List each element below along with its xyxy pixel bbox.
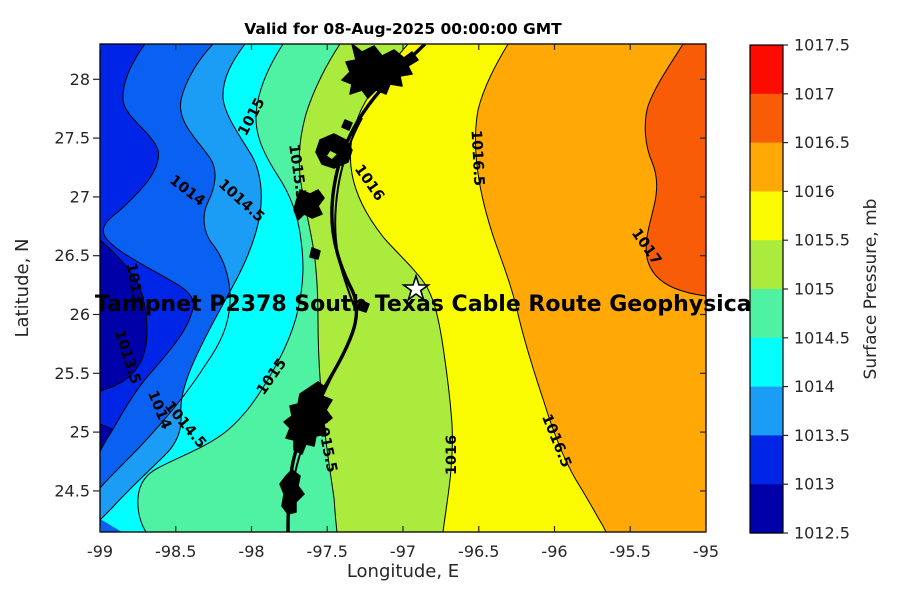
colorbar-ticks [783,44,788,534]
coast-islet-2 [309,247,321,260]
x-tick-label: -96 [541,542,567,561]
contour-inline-label: 1015.5 [285,143,309,201]
x-tick-label: -97 [390,542,416,561]
colorbar-band [750,191,783,241]
contour-band-below-1013 [100,239,148,392]
coast-islet-3 [356,299,370,313]
bay-blob-matagorda [341,44,419,99]
y-axis-label: Latitude, N [12,239,33,338]
contour-line-1013.5 [100,44,194,453]
colorbar-tick-label: 1013 [794,475,835,494]
x-tick-label: -96.5 [458,542,499,561]
x-tick-label: -98 [238,542,264,561]
colorbar-band [750,240,783,290]
lagoon-blob-laguna-madre [283,381,333,455]
y-tick-label: 25.5 [54,364,90,383]
colorbar-band [750,386,783,436]
coast-islet-1 [341,119,353,131]
contour-line-1015 [137,44,304,532]
colorbar-label: Surface Pressure, mb [861,199,881,380]
colorbar-tick-label: 1014.5 [794,328,850,347]
y-tick-label: 24.5 [54,481,90,500]
contour-line-1017 [644,44,706,297]
colorbar-tick-label: 1015.5 [794,231,850,250]
y-tick-label: 26 [70,305,90,324]
colorbar [750,45,783,534]
y-tick-label: 28 [70,70,90,89]
colorbar-tick-label: 1012.5 [794,524,850,543]
bays-and-lagoons [279,44,419,515]
colorbar-band [750,337,783,388]
y-tick-label: 26.5 [54,246,90,265]
contour-inline-label: 1016.5 [468,130,487,187]
contour-line-1015.5 [298,44,341,532]
y-tick-label: 27.5 [54,129,90,148]
y-tick-label: 27 [70,187,90,206]
coastline [279,44,427,532]
plot-title: Valid for 08-Aug-2025 00:00:00 GMT [244,20,562,38]
x-tick-label: -95 [693,542,719,561]
x-tick-label: -99 [87,542,113,561]
map-annotation: Tampnet P2378 South Texas Cable Route Ge… [95,292,759,317]
star-marker [401,273,431,302]
colorbar-tick-label: 1016 [794,182,835,201]
colorbar-tick-label: 1015 [794,280,835,299]
colorbar-tick-label: 1013.5 [794,426,850,445]
contour-inline-label: 1013 [123,262,146,305]
bay-blob-corpus-christi [315,133,353,169]
x-axis-label: Longitude, E [347,561,459,582]
x-tick-label: -97.5 [307,542,348,561]
colorbar-tick-label: 1017 [794,84,835,103]
colorbar-band [750,484,783,534]
colorbar-band [750,142,783,192]
contour-line-1014 [100,44,231,489]
y-tick-label: 25 [70,423,90,442]
contour-band-1016.5-1017 [475,44,706,532]
axis-tick-labels: -99 -98.5 -98 -97.5 -97 -96.5 -96 -95.5 -95 28 27.… [54,70,719,561]
contour-band-corner-sw [100,519,122,532]
colorbar-tick-label: 1016.5 [794,133,850,152]
colorbar-band [750,435,783,485]
x-tick-label: -95.5 [610,542,651,561]
colorbar-tick-label: 1017.5 [794,36,850,55]
x-tick-label: -98.5 [155,542,196,561]
lagoon-blob-south [279,469,305,515]
colorbar-band [750,45,783,95]
contour-band-1017-1017.5 [645,44,706,296]
colorbar-tick-label: 1014 [794,377,835,396]
contour-line-1014.5 [100,44,262,521]
contour-line-1016.5 [474,44,607,532]
contour-inline-label: 1016 [444,435,460,475]
colorbar-band [750,289,783,339]
colorbar-tick-labels: 1017.5 1017 1016.5 1016 1015.5 1015 1014.5 1014… [794,36,850,543]
axis-ticks [93,44,707,532]
colorbar-band [750,93,783,144]
bay-blob-baffin [293,189,325,221]
